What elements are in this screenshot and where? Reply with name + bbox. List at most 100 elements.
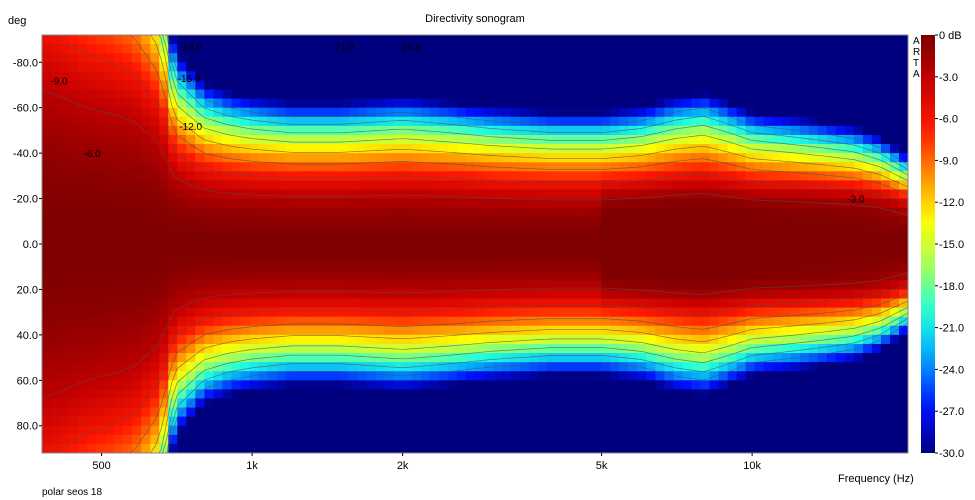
heatmap-cell [267,271,278,281]
heatmap-cell [898,271,908,281]
heatmap-cell [348,298,359,309]
heatmap-cell [664,443,675,453]
heatmap-cell [727,280,738,291]
heatmap-cell [484,53,494,63]
heatmap-cell [276,180,287,191]
heatmap-cell [709,434,720,445]
heatmap-cell [420,389,431,400]
heatmap-cell [429,325,440,336]
heatmap-cell [727,216,738,227]
heatmap-cell [285,244,296,254]
heatmap-cell [285,334,296,345]
heatmap-cell [231,189,242,200]
heatmap-cell [727,343,738,354]
heatmap-cell [628,289,638,300]
heatmap-cell [150,389,160,400]
heatmap-cell [429,44,440,54]
footer-label: polar seos 18 [42,487,102,498]
heatmap-cell [357,334,368,345]
heatmap-cell [420,280,431,291]
heatmap-cell [393,325,404,336]
heatmap-cell [574,425,584,436]
heatmap-cell [889,298,900,309]
heatmap-cell [87,325,97,336]
heatmap-cell [276,198,287,209]
heatmap-cell [456,443,467,453]
heatmap-cell [249,98,260,109]
heatmap-cell [222,253,233,263]
heatmap-cell [574,244,584,254]
heatmap-cell [574,189,584,200]
heatmap-cell [141,325,151,336]
heatmap-cell [132,107,142,118]
heatmap-cell [285,71,296,82]
heatmap-cell [348,107,359,118]
heatmap-cell [511,343,521,354]
heatmap-cell [511,316,521,327]
heatmap-cell [69,425,79,436]
heatmap-cell [96,362,106,372]
heatmap-cell [889,234,900,245]
heatmap-cell [312,307,323,318]
heatmap-cell [465,207,476,218]
heatmap-cell [862,44,873,54]
heatmap-cell [898,98,908,109]
heatmap-cell [87,353,97,363]
heatmap-cell [384,162,395,172]
heatmap-cell [601,207,611,218]
heatmap-cell [105,207,115,218]
heatmap-cell [862,443,873,453]
heatmap-cell [700,35,711,45]
heatmap-cell [456,71,467,82]
heatmap-cell [691,180,702,191]
heatmap-cell [727,271,738,281]
heatmap-cell [844,307,855,318]
heatmap-cell [817,71,828,82]
heatmap-cell [114,380,124,390]
heatmap-cell [159,234,169,245]
heatmap-cell [808,416,819,427]
heatmap-cell [366,334,377,345]
x-tick-label: 10k [743,460,761,472]
heatmap-cell [799,53,810,63]
heatmap-cell [312,35,323,45]
heatmap-cell [889,307,900,318]
heatmap-cell [321,425,332,436]
heatmap-cell [799,307,810,318]
heatmap-cell [574,389,584,400]
heatmap-cell [763,280,774,291]
heatmap-cell [565,62,575,72]
heatmap-cell [556,380,566,390]
heatmap-cell [105,253,115,263]
heatmap-cell [763,443,774,453]
heatmap-cell [790,71,801,82]
heatmap-cell [547,380,557,390]
heatmap-cell [294,289,305,300]
heatmap-cell [826,153,837,163]
heatmap-cell [213,53,224,63]
heatmap-cell [700,443,711,453]
heatmap-cell [438,380,449,390]
heatmap-cell [384,443,395,453]
heatmap-cell [583,271,593,281]
heatmap-cell [619,389,629,400]
heatmap-cell [456,271,467,281]
heatmap-cell [447,434,458,445]
heatmap-cell [168,53,178,63]
heatmap-cell [592,280,602,291]
heatmap-cell [294,125,305,136]
heatmap-cell [664,180,675,191]
heatmap-cell [763,398,774,409]
heatmap-cell [195,225,205,236]
heatmap-cell [87,125,97,136]
heatmap-cell [898,425,908,436]
contour-label: -12.0 [179,122,202,133]
heatmap-cell [159,162,169,172]
heatmap-cell [267,216,278,227]
contour-line [129,35,908,195]
heatmap-cell [817,244,828,254]
heatmap-cell [60,53,70,63]
heatmap-cell [168,125,178,136]
heatmap-cell [294,189,305,200]
heatmap-cell [357,134,368,145]
